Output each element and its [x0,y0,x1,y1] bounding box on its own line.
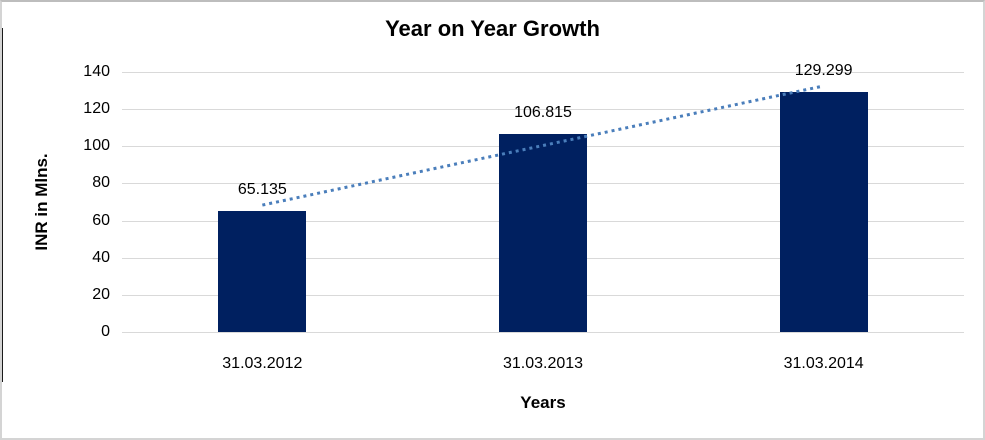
y-tick-label: 140 [83,63,110,80]
y-tick-label: 20 [92,285,110,303]
frame-left-accent [2,28,3,382]
x-tick-label: 31.03.2012 [222,355,303,372]
x-tick-label: 31.03.2013 [502,355,584,372]
bar-value-label: 106.815 [514,103,572,121]
chart-title: Year on Year Growth [385,16,600,41]
bar-31.03.2014 [779,91,868,332]
bar-31.03.2012 [218,211,307,332]
bar-value-label: 129.299 [794,61,853,79]
y-axis-title: INR in Mlns. [32,153,51,251]
y-tick-label: 100 [83,137,110,155]
gridline [122,332,964,333]
y-tick-label: 40 [92,248,110,266]
y-tick-label: 120 [83,100,110,118]
x-axis-title: Years [520,393,566,412]
y-tick-label: 60 [92,211,110,229]
bar-31.03.2013 [499,133,587,332]
x-tick-label: 31.03.2014 [783,355,864,372]
y-tick-label: 80 [92,174,110,192]
gridline [122,72,964,73]
bar-value-label: 65.135 [237,181,287,199]
y-tick-label: 0 [101,323,110,340]
